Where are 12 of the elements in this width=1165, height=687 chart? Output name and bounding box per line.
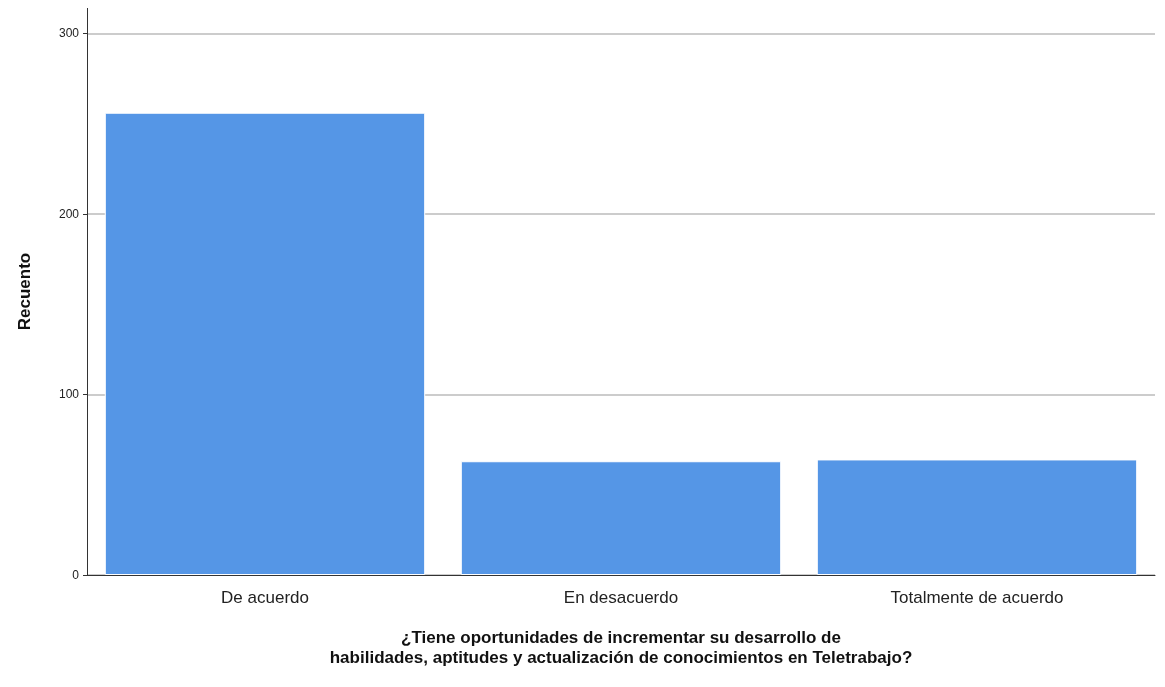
x-tick-label: De acuerdo bbox=[221, 588, 309, 607]
x-tick-label: Totalmente de acuerdo bbox=[890, 588, 1064, 607]
x-tick-label: En desacuerdo bbox=[563, 588, 679, 607]
y-tick-label: 200 bbox=[58, 206, 80, 221]
y-tick-label: 0 bbox=[72, 568, 80, 582]
x-axis-title: ¿Tiene oportunidades de incrementar su desarrollo de habilidades, aptitudes y actualización de conocimientos en Teletrabajo? bbox=[329, 627, 913, 667]
y-axis-title: Recuento bbox=[15, 252, 34, 331]
y-tick-label: 100 bbox=[58, 387, 80, 402]
y-tick-label: 300 bbox=[58, 26, 80, 41]
bar bbox=[460, 461, 782, 575]
bar bbox=[104, 112, 426, 575]
bar bbox=[816, 459, 1138, 575]
